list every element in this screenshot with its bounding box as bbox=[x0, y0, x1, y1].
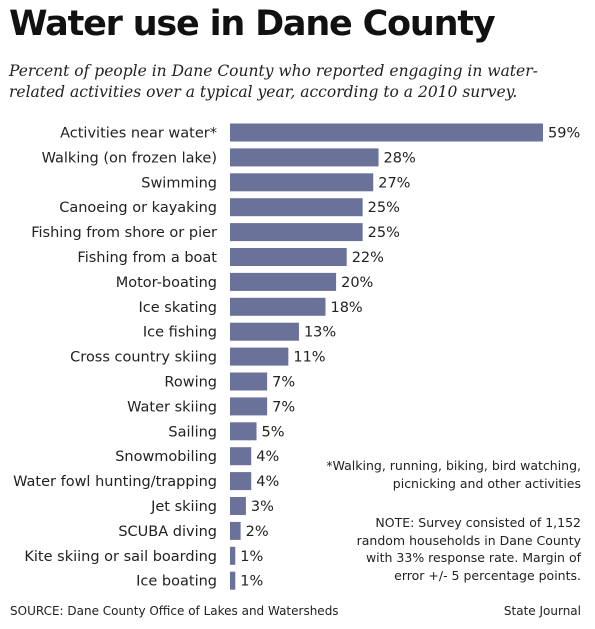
value-label-1: 28% bbox=[384, 150, 416, 166]
category-label-4: Fishing from shore or pier bbox=[31, 225, 217, 241]
category-label-7: Ice skating bbox=[139, 300, 217, 316]
value-label-6: 20% bbox=[341, 275, 373, 291]
bar-9 bbox=[230, 347, 289, 366]
value-label-2: 27% bbox=[378, 175, 410, 191]
category-label-16: SCUBA diving bbox=[118, 524, 217, 540]
bar-0 bbox=[230, 123, 543, 142]
publisher-credit: State Journal bbox=[503, 604, 581, 618]
category-label-18: Ice boating bbox=[136, 574, 217, 590]
bar-14 bbox=[230, 472, 252, 491]
bar-2 bbox=[230, 173, 374, 192]
value-label-14: 4% bbox=[256, 474, 279, 490]
value-label-8: 13% bbox=[304, 325, 336, 341]
bar-8 bbox=[230, 322, 299, 341]
category-label-2: Swimming bbox=[141, 175, 217, 191]
bar-6 bbox=[230, 272, 337, 291]
bar-5 bbox=[230, 248, 347, 266]
value-label-7: 18% bbox=[330, 300, 362, 316]
category-label-3: Canoeing or kayaking bbox=[59, 200, 217, 216]
category-label-10: Rowing bbox=[164, 375, 217, 391]
category-label-6: Motor-boating bbox=[116, 275, 217, 291]
category-label-14: Water fowl hunting/trapping bbox=[13, 474, 217, 490]
bar-15 bbox=[230, 497, 246, 515]
value-label-13: 4% bbox=[256, 449, 279, 465]
bar-16 bbox=[230, 521, 241, 540]
category-label-8: Ice fishing bbox=[143, 325, 217, 341]
value-label-0: 59% bbox=[548, 126, 580, 142]
value-label-16: 2% bbox=[246, 524, 269, 540]
value-label-11: 7% bbox=[272, 399, 295, 415]
value-label-9: 11% bbox=[293, 350, 325, 366]
value-label-4: 25% bbox=[368, 225, 400, 241]
category-label-15: Jet skiing bbox=[150, 499, 217, 515]
bar-7 bbox=[230, 297, 326, 316]
value-label-10: 7% bbox=[272, 375, 295, 391]
bar-1 bbox=[230, 148, 379, 167]
category-label-17: Kite skiing or sail boarding bbox=[24, 549, 217, 565]
chart-subtitle: Percent of people in Dane County who rep… bbox=[9, 62, 538, 101]
value-label-17: 1% bbox=[240, 549, 263, 565]
value-label-12: 5% bbox=[262, 424, 285, 440]
value-label-3: 25% bbox=[368, 200, 400, 216]
chart-title: Water use in Dane County bbox=[9, 4, 496, 44]
bar-18 bbox=[230, 571, 236, 590]
value-label-5: 22% bbox=[352, 250, 384, 266]
category-label-13: Snowmobiling bbox=[115, 449, 217, 465]
asterisk-footnote: *Walking, running, biking, bird watching… bbox=[326, 458, 581, 491]
source-credit: SOURCE: Dane County Office of Lakes and … bbox=[10, 604, 339, 618]
value-label-15: 3% bbox=[251, 499, 274, 515]
survey-note: NOTE: Survey consisted of 1,152 random h… bbox=[356, 515, 581, 583]
bar-10 bbox=[230, 372, 268, 391]
category-label-12: Sailing bbox=[168, 424, 217, 440]
category-label-5: Fishing from a boat bbox=[77, 250, 217, 266]
bar-11 bbox=[230, 397, 268, 416]
bar-4 bbox=[230, 223, 363, 242]
category-label-0: Activities near water* bbox=[60, 126, 217, 142]
category-label-9: Cross country skiing bbox=[70, 350, 217, 366]
bar-17 bbox=[230, 546, 236, 565]
category-label-1: Walking (on frozen lake) bbox=[42, 150, 217, 166]
bar-3 bbox=[230, 198, 363, 217]
bar-13 bbox=[230, 447, 252, 466]
category-label-11: Water skiing bbox=[127, 399, 217, 415]
bar-12 bbox=[230, 422, 257, 441]
value-label-18: 1% bbox=[240, 574, 263, 590]
